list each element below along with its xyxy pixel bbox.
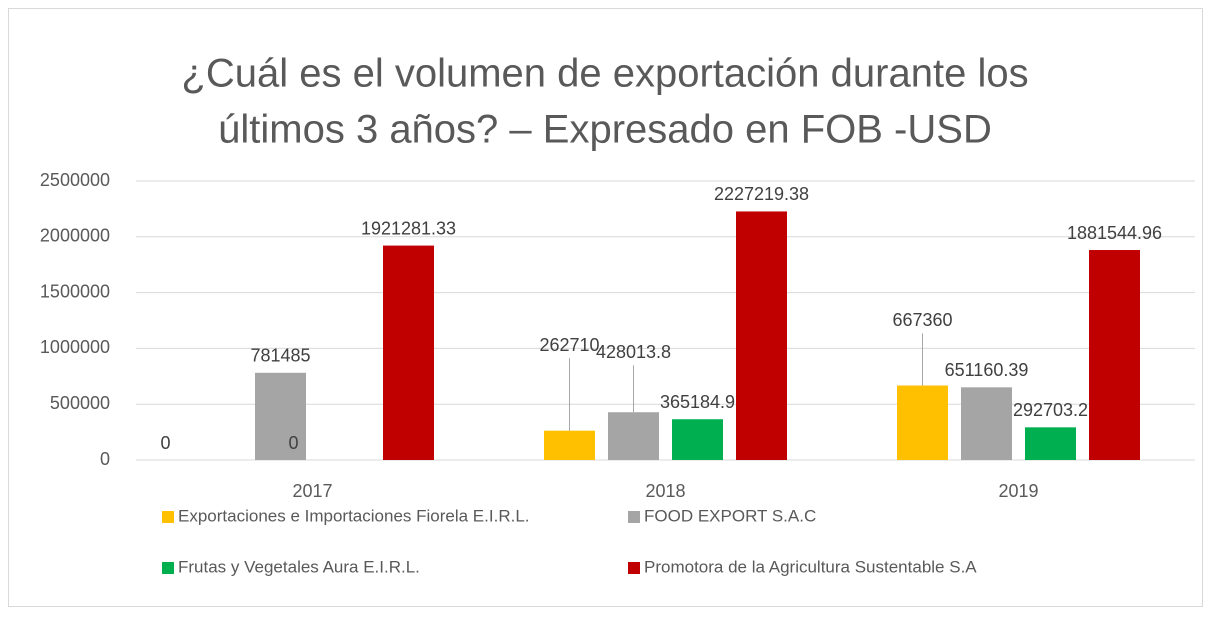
y-tick-label: 1500000 [40, 281, 110, 301]
x-tick-label: 2019 [998, 481, 1038, 501]
legend-label: FOOD EXPORT S.A.C [644, 506, 816, 525]
value-label: 365184.9 [660, 392, 735, 412]
bar [1089, 250, 1140, 460]
legend-swatch [628, 562, 640, 574]
legend-swatch [162, 562, 174, 574]
value-label: 1921281.33 [361, 218, 456, 238]
legend-swatch [628, 511, 640, 523]
value-label: 781485 [250, 346, 310, 366]
y-tick-label: 2000000 [40, 226, 110, 246]
bar [961, 387, 1012, 460]
y-tick-label: 2500000 [40, 170, 110, 190]
x-tick-label: 2017 [292, 481, 332, 501]
value-label: 667360 [892, 310, 952, 330]
bar [255, 372, 306, 460]
value-label: 1881544.96 [1067, 223, 1162, 243]
legend-label: Exportaciones e Importaciones Fiorela E.… [178, 506, 530, 525]
x-tick-label: 2018 [645, 481, 685, 501]
legend-label: Promotora de la Agricultura Sustentable … [644, 557, 977, 576]
value-label: 0 [288, 433, 298, 453]
value-label: 428013.8 [596, 342, 671, 362]
bar [736, 211, 787, 460]
chart-title: últimos 3 años? – Expresado en FOB -USD [218, 108, 992, 152]
chart-title: ¿Cuál es el volumen de exportación duran… [181, 52, 1028, 96]
value-label: 2227219.38 [714, 184, 809, 204]
bar [897, 385, 948, 460]
value-label: 0 [160, 433, 170, 453]
bar [672, 419, 723, 460]
chart-border [8, 8, 1203, 607]
bar [1025, 427, 1076, 460]
value-label: 651160.39 [945, 360, 1029, 380]
value-label: 262710 [539, 335, 599, 355]
bar [608, 412, 659, 460]
legend-swatch [162, 511, 174, 523]
value-label: 292703.2 [1013, 400, 1088, 420]
bar [544, 430, 595, 460]
legend-label: Frutas y Vegetales Aura E.I.R.L. [178, 557, 420, 576]
bar [383, 245, 434, 460]
y-tick-label: 0 [100, 449, 110, 469]
y-tick-label: 500000 [50, 393, 110, 413]
y-tick-label: 1000000 [40, 337, 110, 357]
